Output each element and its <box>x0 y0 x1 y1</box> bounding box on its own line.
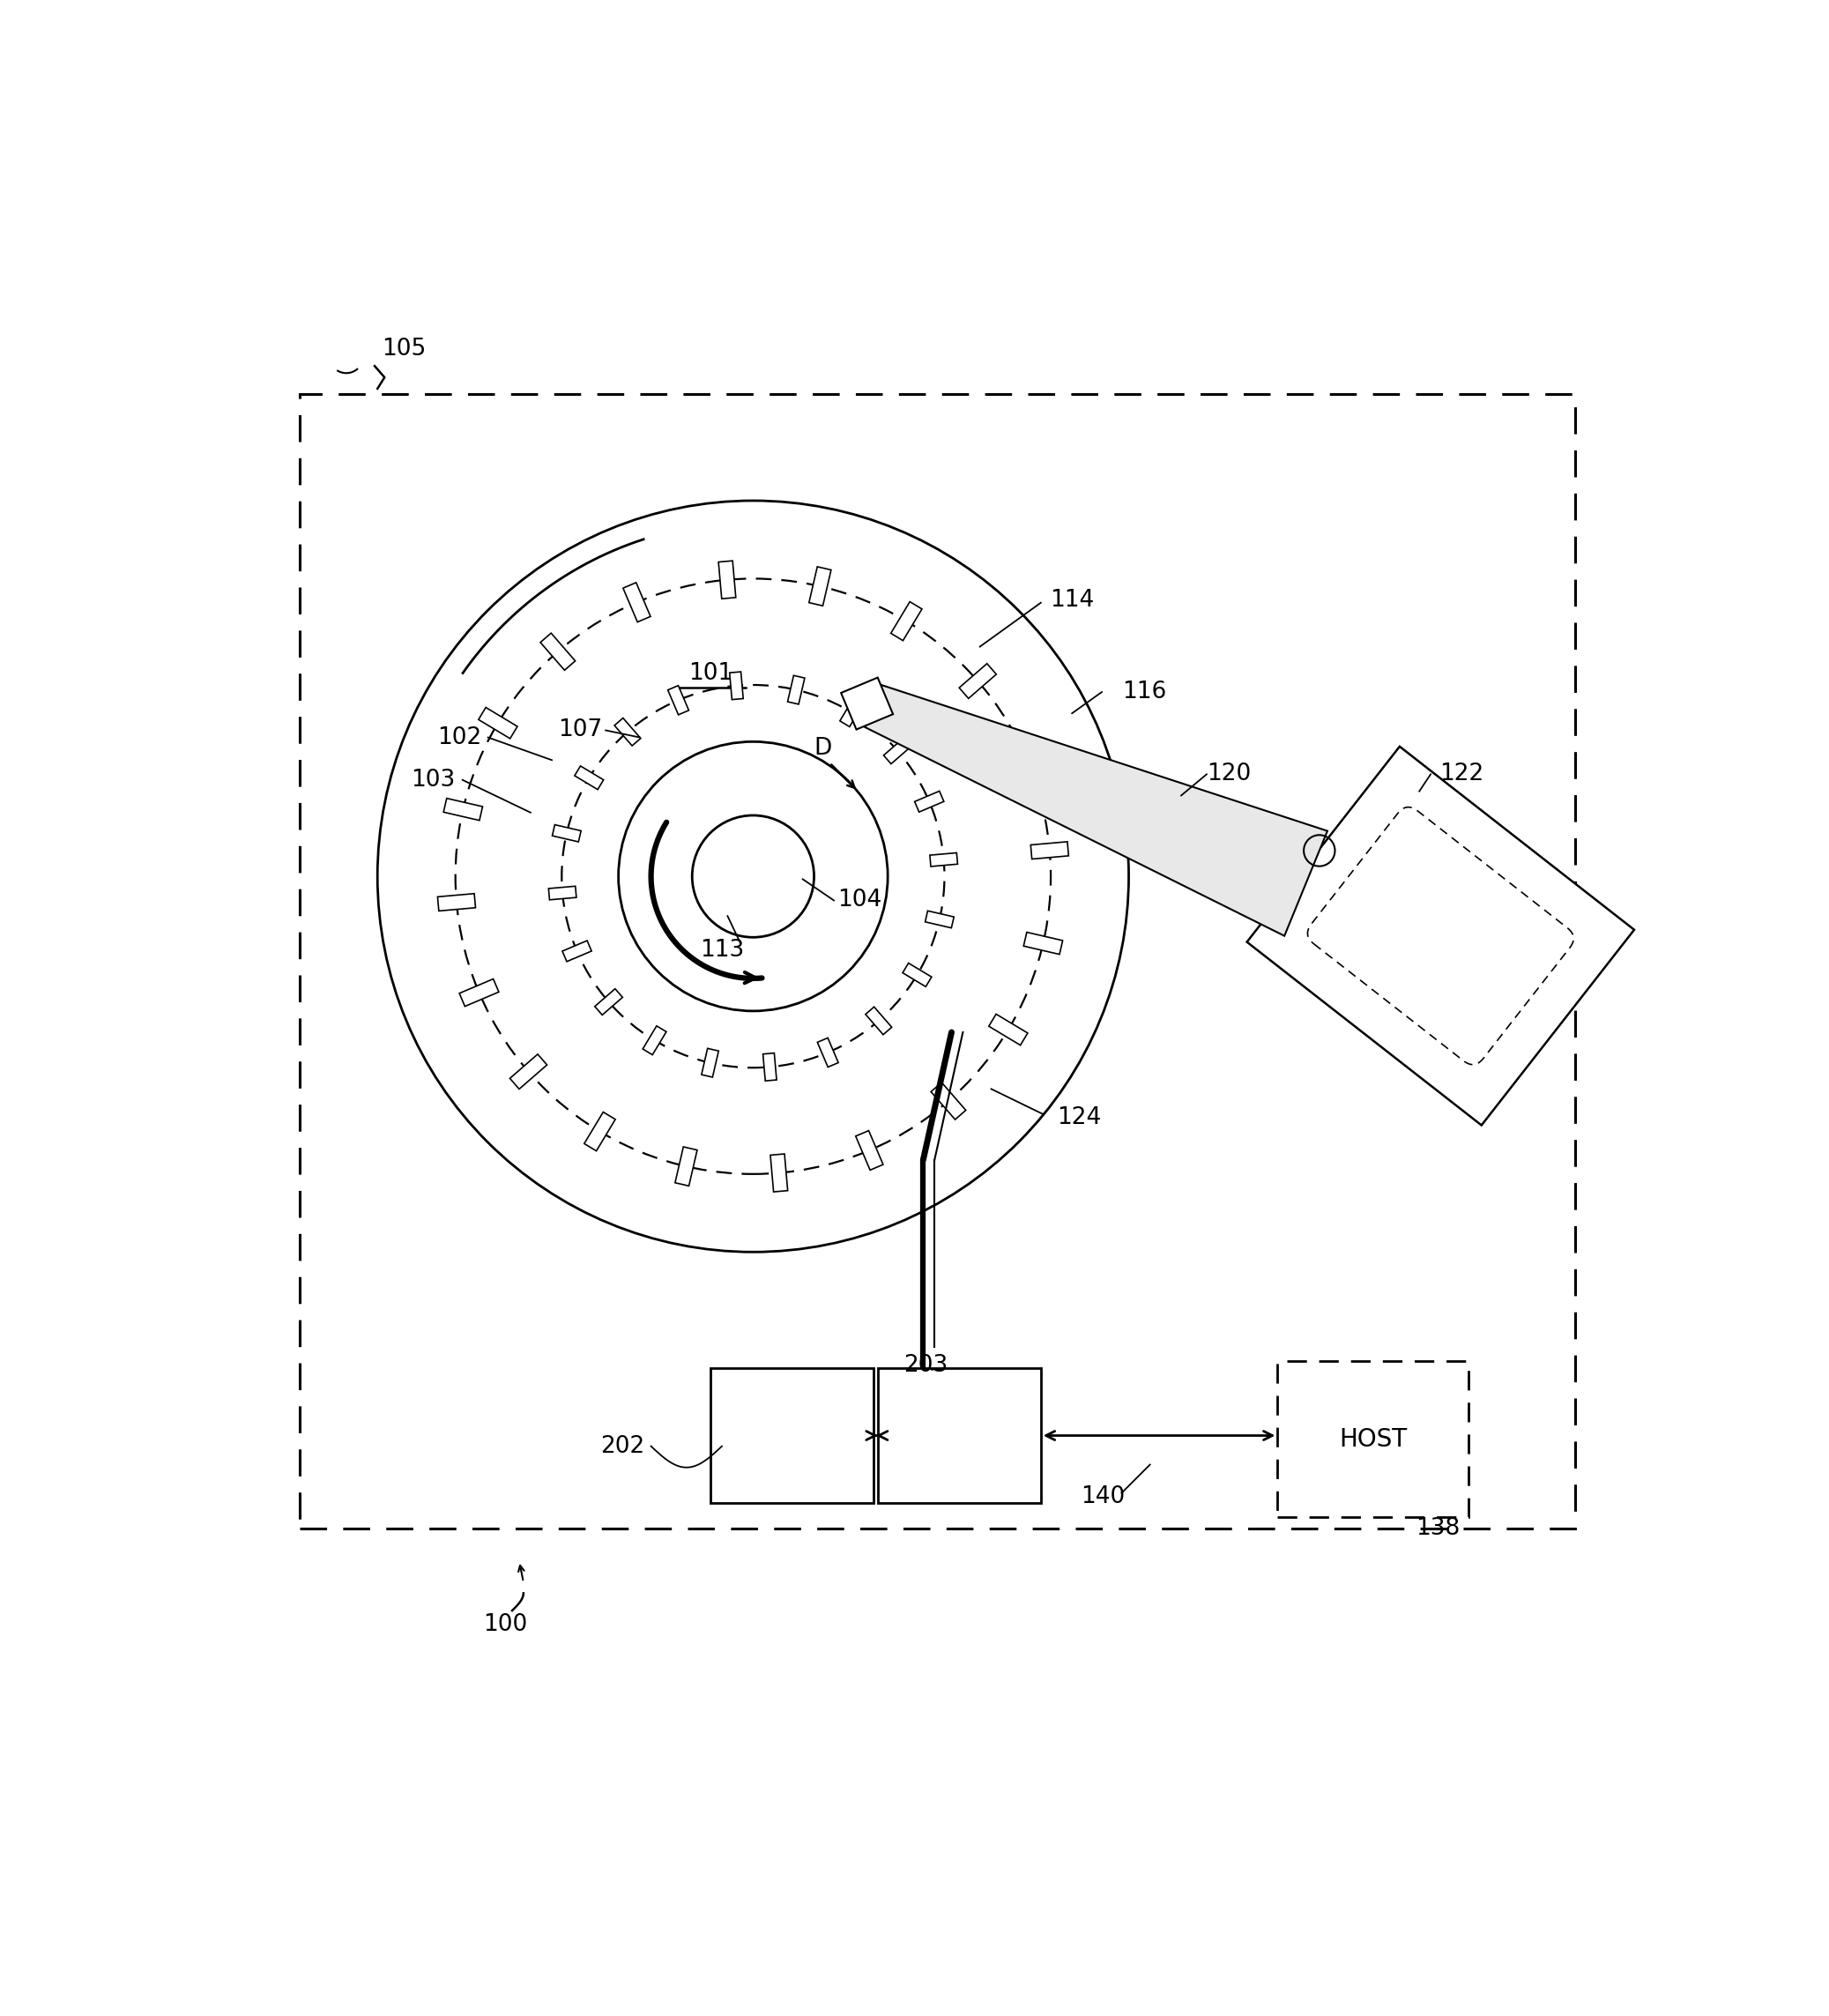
Polygon shape <box>1032 843 1068 859</box>
Bar <box>878 1369 1041 1502</box>
Text: HOST: HOST <box>1339 1427 1407 1452</box>
Polygon shape <box>510 1054 547 1089</box>
Polygon shape <box>459 980 499 1006</box>
Text: 140: 140 <box>1081 1486 1125 1508</box>
Bar <box>300 395 1575 1528</box>
Text: 103: 103 <box>410 768 455 792</box>
Polygon shape <box>562 941 591 962</box>
Polygon shape <box>549 887 576 899</box>
Polygon shape <box>770 1153 788 1191</box>
Polygon shape <box>788 675 805 704</box>
Polygon shape <box>615 718 640 746</box>
Polygon shape <box>730 671 743 700</box>
Polygon shape <box>883 738 911 764</box>
Polygon shape <box>437 893 476 911</box>
Polygon shape <box>583 1113 615 1151</box>
Polygon shape <box>540 633 576 669</box>
Polygon shape <box>479 708 518 738</box>
Polygon shape <box>865 685 1328 935</box>
Polygon shape <box>1008 746 1046 774</box>
Text: 114: 114 <box>1050 589 1094 611</box>
Polygon shape <box>763 1052 777 1081</box>
Text: 138: 138 <box>1416 1516 1460 1540</box>
Polygon shape <box>818 1038 838 1066</box>
Polygon shape <box>719 560 735 599</box>
Bar <box>1247 746 1633 1125</box>
Polygon shape <box>840 698 863 726</box>
Text: 203: 203 <box>904 1355 947 1377</box>
Polygon shape <box>856 1131 883 1169</box>
Polygon shape <box>808 566 830 607</box>
Text: 101: 101 <box>688 661 733 685</box>
Polygon shape <box>931 1083 966 1119</box>
Text: 100: 100 <box>483 1613 527 1637</box>
Text: D: D <box>814 738 832 760</box>
Text: 120: 120 <box>1207 762 1251 786</box>
Polygon shape <box>642 1026 666 1054</box>
Text: 102: 102 <box>437 726 481 748</box>
Polygon shape <box>443 798 483 821</box>
Polygon shape <box>904 964 931 986</box>
Text: 113: 113 <box>701 939 744 962</box>
Bar <box>841 677 893 730</box>
Polygon shape <box>914 790 944 812</box>
Text: 107: 107 <box>558 720 602 742</box>
Polygon shape <box>865 1006 893 1034</box>
Text: 104: 104 <box>838 889 882 911</box>
Bar <box>1277 1361 1469 1518</box>
Polygon shape <box>958 663 997 698</box>
Polygon shape <box>989 1014 1028 1044</box>
Polygon shape <box>624 583 651 623</box>
Polygon shape <box>929 853 958 867</box>
Polygon shape <box>891 601 922 641</box>
Text: 105: 105 <box>382 337 426 361</box>
Polygon shape <box>925 911 955 927</box>
Text: 124: 124 <box>1057 1107 1101 1129</box>
Polygon shape <box>675 1147 697 1185</box>
Polygon shape <box>574 766 604 790</box>
Polygon shape <box>1024 931 1063 954</box>
Text: 116: 116 <box>1123 681 1167 704</box>
Bar <box>710 1369 874 1502</box>
Polygon shape <box>552 825 582 843</box>
Text: 202: 202 <box>600 1435 646 1458</box>
Text: 122: 122 <box>1439 762 1483 786</box>
Polygon shape <box>702 1048 719 1077</box>
Polygon shape <box>594 988 622 1014</box>
Polygon shape <box>668 685 690 716</box>
